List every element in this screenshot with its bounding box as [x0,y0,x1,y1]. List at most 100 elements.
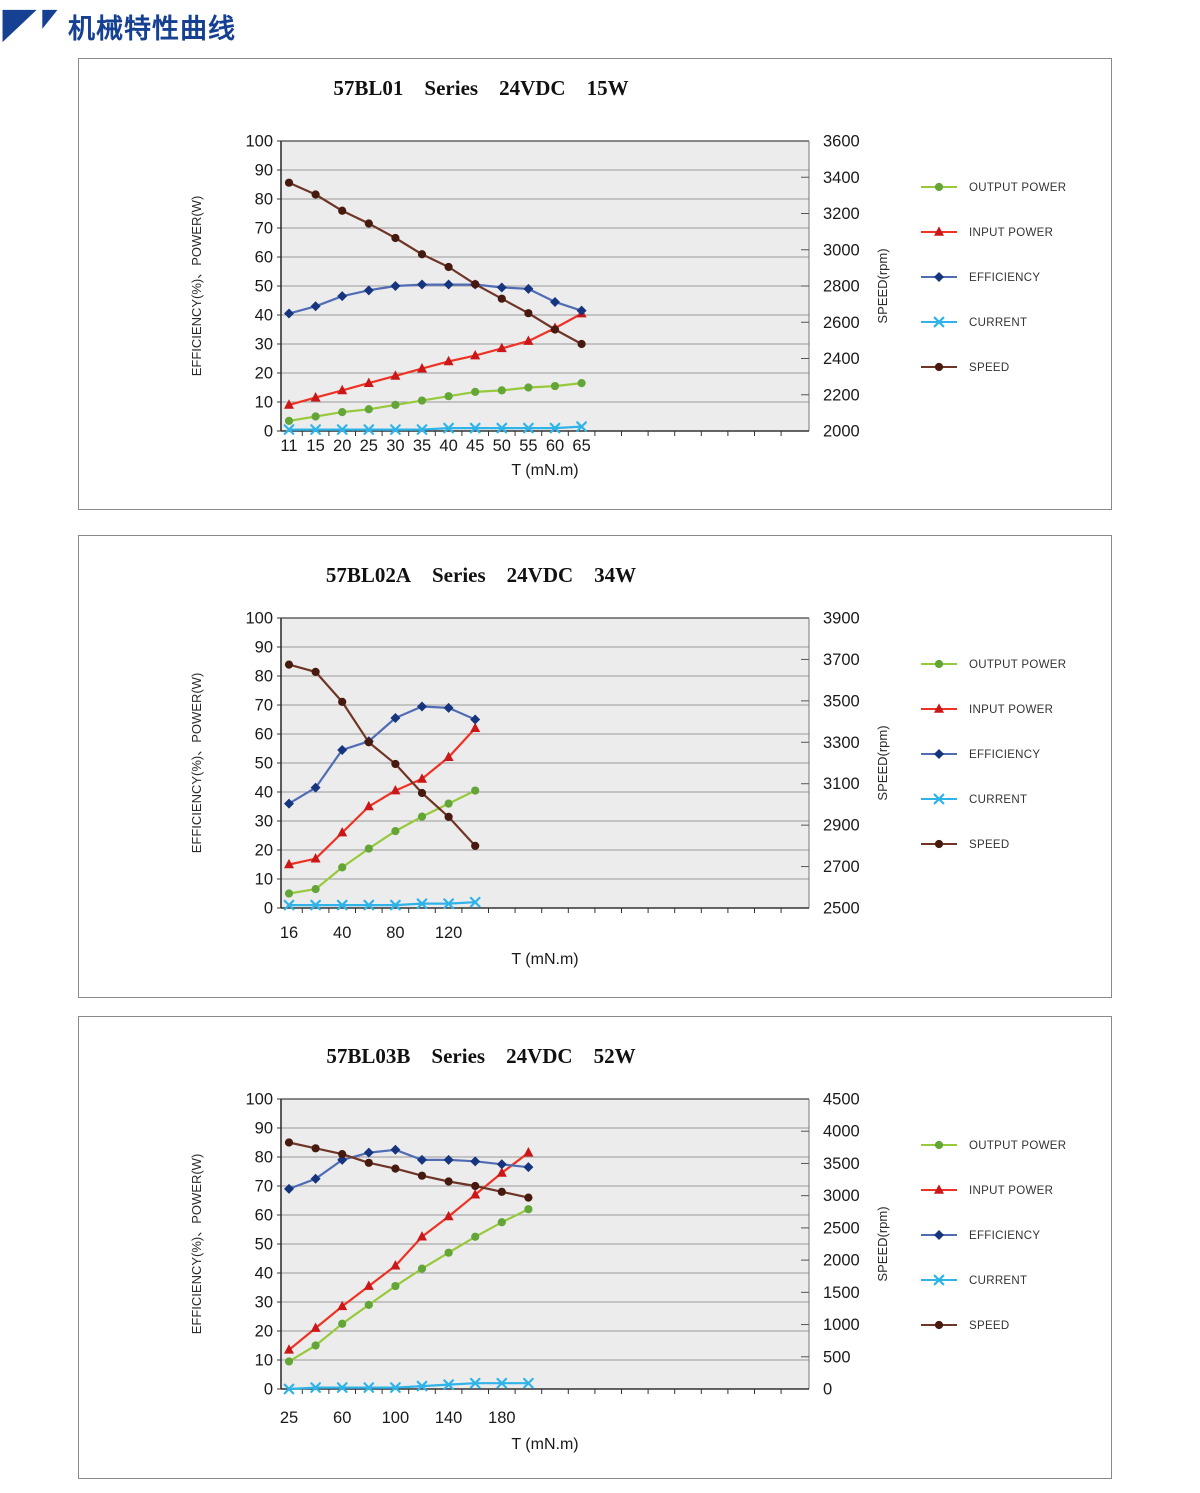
legend-item-speed: SPEED [921,839,1009,851]
series-output-power [284,379,586,425]
right-tick-label: 2900 [823,817,860,835]
label: SPEED(rpm) [875,1206,890,1281]
left-tick-label: 30 [255,813,273,831]
legend: OUTPUT POWER INPUT POWER EFFICIENCY CURRENT… [921,182,1066,374]
right-tick-label: 2700 [823,858,860,876]
chart-title: 57BL01 Series 24VDC 15W [333,76,628,100]
left-axis-title: EFFICIENCY(%)、POWER(W) [189,196,204,377]
left-tick-label: 70 [255,220,273,238]
left-tick-label: 20 [255,365,273,383]
x-axis-ticks [301,1389,782,1394]
left-tick-label: 10 [255,1352,273,1370]
right-axis-title: SPEED(rpm) [875,725,890,800]
gridlines [281,169,809,403]
right-axis-ticks: 4500 4000 3500 3000 2500 2000 1500 1000 500 0 [801,1091,860,1399]
left-tick-label: 50 [255,755,273,773]
x-tick-label: 80 [386,924,404,942]
left-tick-label: 100 [245,1091,273,1109]
left-tick-label: 100 [245,610,273,628]
x-axis-ticks [301,908,782,913]
series-efficiency [284,279,587,319]
right-tick-label: 1500 [823,1284,860,1302]
x-tick-label: 50 [493,437,511,455]
label: EFFICIENCY(%)、POWER(W) [189,196,204,377]
legend-label: CURRENT [969,794,1027,806]
chart-title: 57BL03B Series 24VDC 52W [326,1044,635,1068]
x-tick-label: 60 [333,1409,351,1427]
right-tick-label: 3200 [823,205,860,223]
right-tick-label: 2000 [823,423,860,441]
legend-item-input-power: INPUT POWER [921,226,1053,239]
series-speed [284,660,480,850]
series-output-power [284,1205,533,1366]
page-title: 机械特性曲线 [68,13,236,44]
left-tick-label: 60 [255,726,273,744]
x-axis-title: T (mN.m) [511,1436,578,1453]
series-current [283,421,587,435]
legend-label: SPEED [969,362,1010,374]
left-tick-label: 30 [255,336,273,354]
left-tick-label: 0 [264,900,273,918]
x-axis-title: T (mN.m) [511,951,578,968]
left-axis-title: EFFICIENCY(%)、POWER(W) [189,1154,204,1335]
legend-label: SPEED [969,1320,1010,1332]
left-tick-label: 40 [255,784,273,802]
x-tick-label: 120 [435,924,463,942]
left-tick-label: 10 [255,394,273,412]
x-tick-label: 30 [386,437,404,455]
x-axis-title: T (mN.m) [511,462,578,479]
left-tick-label: 20 [255,842,273,860]
right-tick-label: 2600 [823,314,860,332]
chart-panel-57bl02a: 57BL02A Series 24VDC 34W 100 90 80 70 60 50 40 3… [78,535,1112,998]
left-tick-label: 90 [255,162,273,180]
legend-label: OUTPUT POWER [969,659,1066,671]
series-input-power [284,722,481,869]
series-output-power [284,786,480,898]
left-tick-label: 60 [255,1207,273,1225]
series-efficiency [284,1144,534,1194]
label: SPEED(rpm) [875,248,890,323]
x-tick-label: 35 [413,437,431,455]
x-tick-label: 20 [333,437,351,455]
right-tick-label: 2500 [823,1219,860,1237]
legend-item-input-power: INPUT POWER [921,703,1053,716]
legend-item-efficiency: EFFICIENCY [921,1230,1040,1242]
legend-label: INPUT POWER [969,704,1053,716]
right-tick-label: 2500 [823,900,860,918]
x-tick-labels: 16 40 80 120 [280,924,463,942]
left-axis-title: EFFICIENCY(%)、POWER(W) [189,673,204,854]
left-tick-label: 60 [255,249,273,267]
legend-label: OUTPUT POWER [969,1140,1066,1152]
right-axis-ticks: 3900 3700 3500 3300 3100 2900 2700 2500 [801,610,860,918]
right-tick-label: 3000 [823,1187,860,1205]
legend-item-current: CURRENT [921,1274,1027,1287]
legend: OUTPUT POWER INPUT POWER EFFICIENCY CURRENT… [921,659,1066,851]
left-tick-label: 80 [255,1149,273,1167]
right-tick-label: 2800 [823,278,860,296]
x-tick-label: 60 [546,437,564,455]
right-tick-label: 3100 [823,775,860,793]
left-tick-label: 10 [255,871,273,889]
legend-label: INPUT POWER [969,1185,1053,1197]
left-tick-label: 0 [264,423,273,441]
legend-item-output-power: OUTPUT POWER [921,1140,1066,1152]
legend-label: EFFICIENCY [969,272,1040,284]
right-tick-label: 4000 [823,1123,860,1141]
legend-label: CURRENT [969,1275,1027,1287]
right-tick-label: 3300 [823,734,860,752]
right-axis-title: SPEED(rpm) [875,248,890,323]
right-tick-label: 3500 [823,1155,860,1173]
series-current [283,1377,534,1395]
chart-57bl03b: 57BL03B Series 24VDC 52W1009080706050403… [189,1044,1066,1453]
x-tick-label: 25 [280,1409,298,1427]
left-tick-label: 0 [264,1381,273,1399]
header-flag-icon [2,9,58,43]
series-current [283,896,481,911]
legend-label: CURRENT [969,317,1027,329]
x-tick-label: 140 [435,1409,463,1427]
series-speed [284,178,586,349]
legend-label: INPUT POWER [969,227,1053,239]
legend-item-output-power: OUTPUT POWER [921,659,1066,671]
